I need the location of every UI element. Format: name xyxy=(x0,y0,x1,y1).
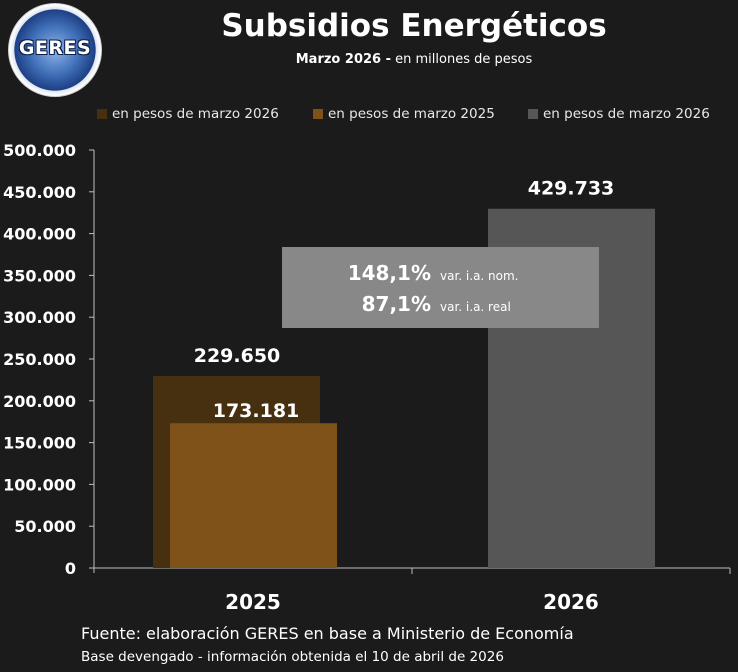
variation-nominal-value: 148,1% xyxy=(347,261,431,285)
x-tick-label: 2026 xyxy=(543,590,599,614)
bar-2025-series-2 xyxy=(170,423,337,568)
data-note: Base devengado - información obtenida el… xyxy=(81,649,504,665)
legend-swatch-2 xyxy=(313,109,323,119)
logo-text: GERES xyxy=(18,37,92,59)
x-tick-label: 2025 xyxy=(225,590,281,614)
chart-title: Subsidios Energéticos xyxy=(221,8,607,44)
source-note: Fuente: elaboración GERES en base a Mini… xyxy=(81,624,574,643)
variation-real-label: var. i.a. real xyxy=(440,300,511,314)
variation-real-value: 87,1% xyxy=(361,292,431,316)
legend-label-3: en pesos de marzo 2026 xyxy=(543,106,710,122)
legend-item-2: en pesos de marzo 2025 xyxy=(313,106,495,122)
legend-label-2: en pesos de marzo 2025 xyxy=(328,106,495,122)
variation-nominal: 148,1% var. i.a. nom. xyxy=(282,261,599,285)
data-label: 429.733 xyxy=(528,178,615,200)
y-tick-label: 200.000 xyxy=(3,392,76,411)
y-tick-label: 150.000 xyxy=(3,434,76,453)
legend-item-3: en pesos de marzo 2026 xyxy=(528,106,710,122)
variation-box: 148,1% var. i.a. nom. 87,1% var. i.a. re… xyxy=(282,247,599,328)
data-label: 229.650 xyxy=(194,345,281,367)
y-tick-label: 250.000 xyxy=(3,350,76,369)
y-tick-label: 400.000 xyxy=(3,225,76,244)
legend-item-1: en pesos de marzo 2026 xyxy=(97,106,279,122)
chart-subtitle: Marzo 2026 - en millones de pesos xyxy=(90,52,738,67)
chart-legend: en pesos de marzo 2026 en pesos de marzo… xyxy=(0,106,738,124)
y-tick-label: 300.000 xyxy=(3,308,76,327)
y-tick-label: 0 xyxy=(65,559,76,578)
data-label: 173.181 xyxy=(213,400,300,422)
geres-logo: GERES xyxy=(8,3,102,97)
legend-swatch-1 xyxy=(97,109,107,119)
variation-nominal-label: var. i.a. nom. xyxy=(440,269,519,283)
y-tick-label: 100.000 xyxy=(3,475,76,494)
y-tick-label: 350.000 xyxy=(3,266,76,285)
subtitle-units: en millones de pesos xyxy=(395,52,533,67)
y-tick-label: 500.000 xyxy=(3,141,76,160)
y-tick-label: 50.000 xyxy=(14,517,76,536)
legend-label-1: en pesos de marzo 2026 xyxy=(112,106,279,122)
legend-swatch-3 xyxy=(528,109,538,119)
y-tick-label: 450.000 xyxy=(3,183,76,202)
subtitle-date: Marzo 2026 - xyxy=(295,52,391,67)
variation-real: 87,1% var. i.a. real xyxy=(282,292,599,316)
